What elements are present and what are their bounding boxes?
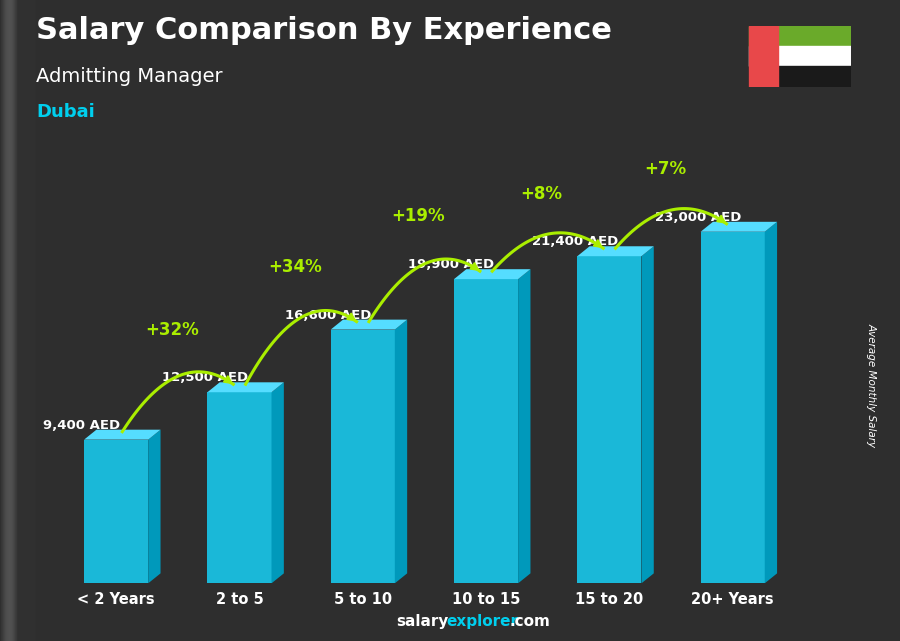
Bar (14, 0, 32, 641)
Text: salary: salary (396, 615, 448, 629)
Bar (14, 0, 32, 641)
Polygon shape (84, 429, 160, 440)
Bar (5, 0, 23, 641)
Bar (17, 0, 35, 641)
Bar (10, 0, 28, 641)
Bar (0, 0, 18, 641)
Bar (9, 0, 27, 641)
Bar (17, 0, 35, 641)
Bar (749, 26, 778, 87)
Bar (1, 0, 19, 641)
Polygon shape (395, 320, 407, 583)
Bar (13, 0, 31, 641)
Polygon shape (84, 440, 148, 583)
Polygon shape (577, 246, 653, 256)
Bar (9, 0, 27, 641)
Bar (2, 0, 20, 641)
Bar (14, 0, 32, 641)
Bar (6, 0, 24, 641)
Text: +32%: +32% (145, 320, 199, 338)
Bar (15, 0, 33, 641)
Bar (11, 0, 29, 641)
Bar (749, 26, 850, 46)
Bar (5, 0, 23, 641)
Bar (3, 0, 21, 641)
Polygon shape (700, 232, 765, 583)
Bar (7, 0, 25, 641)
Bar (12, 0, 30, 641)
Polygon shape (330, 320, 407, 329)
Bar (4, 0, 22, 641)
Bar (5, 0, 23, 641)
Bar (10, 0, 28, 641)
Bar (2, 0, 20, 641)
Polygon shape (207, 382, 284, 392)
Bar (4, 0, 22, 641)
Text: 19,900 AED: 19,900 AED (409, 258, 495, 271)
Bar (16, 0, 34, 641)
Text: .com: .com (509, 615, 550, 629)
Bar (13, 0, 31, 641)
Polygon shape (642, 246, 653, 583)
Text: 12,500 AED: 12,500 AED (162, 371, 248, 385)
Bar (4, 0, 22, 641)
Text: +7%: +7% (644, 160, 686, 178)
Bar (15, 0, 33, 641)
Polygon shape (148, 429, 160, 583)
Polygon shape (765, 222, 777, 583)
Bar (11, 0, 29, 641)
Bar (749, 46, 850, 66)
Bar (3, 0, 21, 641)
Bar (749, 66, 850, 87)
Polygon shape (207, 392, 272, 583)
Text: +19%: +19% (392, 208, 446, 226)
Text: Dubai: Dubai (36, 103, 94, 121)
Bar (8, 0, 26, 641)
Text: 16,600 AED: 16,600 AED (285, 308, 372, 322)
Polygon shape (272, 382, 284, 583)
Bar (6, 0, 24, 641)
Bar (16, 0, 34, 641)
Bar (8, 0, 26, 641)
Bar (9, 0, 27, 641)
Bar (1, 0, 19, 641)
Bar (18, 0, 36, 641)
Polygon shape (518, 269, 530, 583)
Text: 9,400 AED: 9,400 AED (43, 419, 121, 431)
Bar (2, 0, 20, 641)
Text: Salary Comparison By Experience: Salary Comparison By Experience (36, 16, 612, 45)
Bar (0, 0, 18, 641)
Text: 21,400 AED: 21,400 AED (532, 235, 618, 248)
Polygon shape (454, 269, 530, 279)
Bar (4, 0, 22, 641)
Polygon shape (577, 256, 642, 583)
Bar (12, 0, 30, 641)
Bar (16, 0, 34, 641)
Bar (14, 0, 32, 641)
Text: 23,000 AED: 23,000 AED (655, 211, 742, 224)
Text: +34%: +34% (268, 258, 322, 276)
Bar (4, 0, 22, 641)
Text: +8%: +8% (520, 185, 562, 203)
Bar (7, 0, 25, 641)
Bar (13, 0, 31, 641)
Bar (14, 0, 32, 641)
Text: Admitting Manager: Admitting Manager (36, 67, 222, 87)
Bar (11, 0, 29, 641)
Polygon shape (454, 279, 518, 583)
Text: explorer: explorer (446, 615, 518, 629)
Polygon shape (700, 222, 777, 232)
Polygon shape (330, 329, 395, 583)
Bar (7, 0, 25, 641)
Text: Average Monthly Salary: Average Monthly Salary (866, 322, 877, 447)
